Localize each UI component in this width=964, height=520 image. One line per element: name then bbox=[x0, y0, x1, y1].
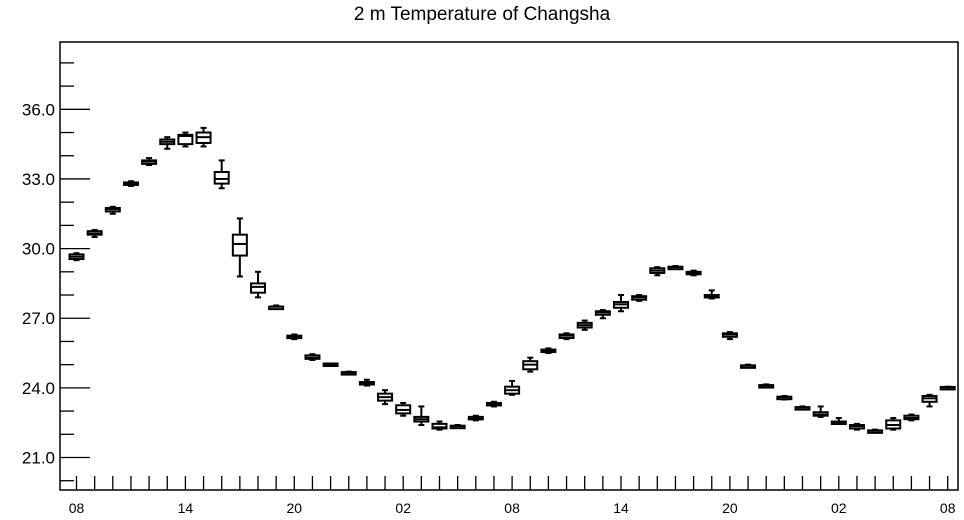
box-45 bbox=[885, 417, 902, 431]
box-4 bbox=[141, 157, 158, 167]
box-8 bbox=[213, 159, 230, 190]
box-2 bbox=[104, 205, 121, 215]
box-11 bbox=[268, 304, 285, 311]
box-27 bbox=[558, 332, 575, 341]
x-tick-label: 20 bbox=[287, 500, 303, 516]
box-29 bbox=[594, 309, 611, 320]
box-iqr bbox=[231, 233, 248, 257]
box-28 bbox=[576, 319, 593, 331]
box-13 bbox=[304, 353, 321, 362]
box-19 bbox=[413, 405, 430, 427]
box-25 bbox=[522, 356, 539, 373]
box-16 bbox=[358, 378, 375, 387]
box-41 bbox=[812, 405, 829, 418]
chart-title: 2 m Temperature of Changsha bbox=[353, 4, 611, 25]
box-44 bbox=[867, 428, 884, 434]
box-17 bbox=[377, 389, 394, 406]
box-40 bbox=[794, 405, 811, 411]
y-axis: 21.0 24.0 27.0 30.0 33.0 36.0 bbox=[22, 62, 90, 482]
x-tick-label: 02 bbox=[395, 500, 411, 516]
box-35 bbox=[703, 289, 720, 300]
box-43 bbox=[848, 422, 865, 431]
y-tick-label: 30.0 bbox=[22, 240, 55, 259]
box-10 bbox=[250, 270, 266, 299]
box-38 bbox=[758, 383, 775, 389]
box-24 bbox=[504, 379, 521, 396]
box-33 bbox=[667, 265, 684, 271]
x-axis: 08 14 20 02 08 14 20 02 08 bbox=[69, 476, 956, 516]
y-tick-label: 33.0 bbox=[22, 170, 55, 189]
x-tick-label: 14 bbox=[613, 500, 629, 516]
box-26 bbox=[540, 347, 557, 355]
x-tick-label: 20 bbox=[722, 500, 738, 516]
y-tick-label: 24.0 bbox=[22, 379, 55, 398]
x-tick-label: 02 bbox=[831, 500, 847, 516]
box-34 bbox=[685, 269, 702, 277]
box-series bbox=[68, 126, 956, 434]
box-14 bbox=[322, 362, 339, 367]
plot-frame bbox=[59, 41, 959, 491]
box-iqr bbox=[177, 133, 194, 146]
box-3 bbox=[122, 180, 139, 187]
box-37 bbox=[740, 363, 757, 369]
box-42 bbox=[830, 417, 847, 426]
box-5 bbox=[159, 136, 176, 150]
box-iqr bbox=[250, 282, 266, 294]
box-47 bbox=[921, 393, 938, 408]
x-tick-label: 08 bbox=[504, 500, 520, 516]
box-7 bbox=[195, 126, 212, 148]
box-36 bbox=[721, 331, 738, 341]
box-23 bbox=[485, 400, 502, 408]
y-tick-label: 27.0 bbox=[22, 309, 55, 328]
x-tick-label: 08 bbox=[940, 500, 956, 516]
box-46 bbox=[903, 413, 920, 422]
box-31 bbox=[631, 294, 648, 302]
box-39 bbox=[776, 394, 793, 401]
box-22 bbox=[467, 414, 484, 422]
y-tick-label: 36.0 bbox=[22, 100, 55, 119]
box-iqr bbox=[431, 422, 448, 430]
box-30 bbox=[613, 294, 629, 313]
box-0 bbox=[68, 252, 85, 262]
box-iqr bbox=[213, 170, 230, 185]
box-20 bbox=[431, 420, 448, 431]
box-32 bbox=[649, 266, 666, 277]
x-tick-label: 14 bbox=[178, 500, 194, 516]
box-18 bbox=[395, 401, 412, 417]
box-48 bbox=[939, 385, 956, 391]
box-9 bbox=[231, 217, 248, 278]
y-tick-label: 21.0 bbox=[22, 449, 55, 468]
box-1 bbox=[86, 229, 103, 238]
box-21 bbox=[449, 424, 466, 430]
box-15 bbox=[340, 370, 357, 376]
x-tick-label: 08 bbox=[69, 500, 85, 516]
box-12 bbox=[286, 333, 303, 341]
box-6 bbox=[177, 131, 194, 148]
